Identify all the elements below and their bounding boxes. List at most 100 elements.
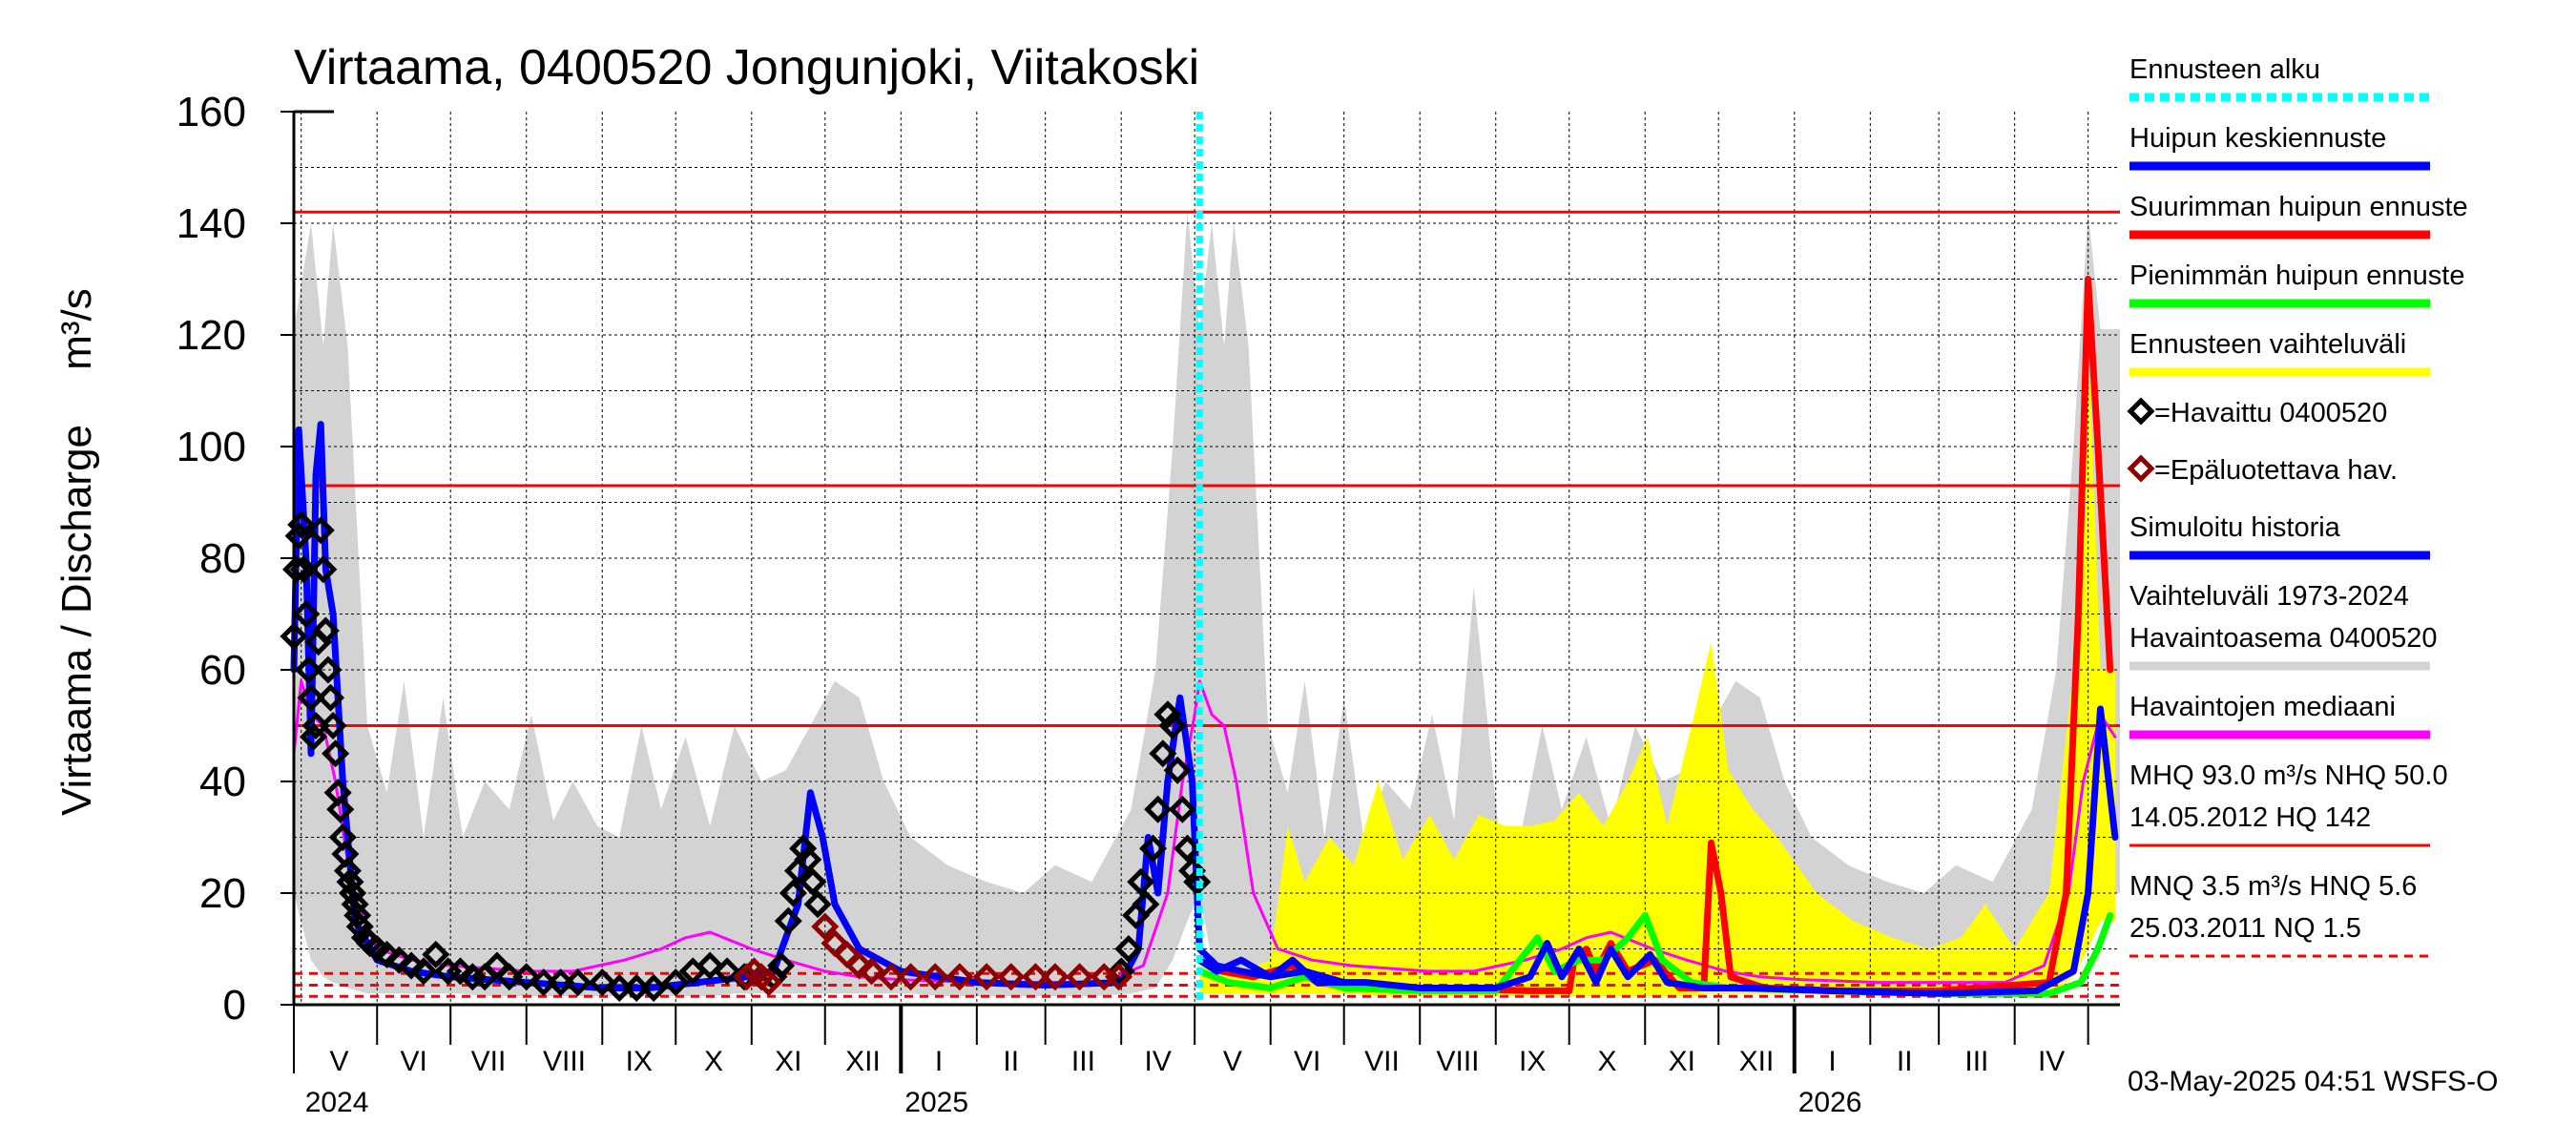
series-line-huipun-keskiennuste — [1195, 705, 2119, 997]
month-label: IX — [1519, 1046, 1546, 1077]
legend: Ennusteen alku Huipun keskiennuste Suurimm… — [2127, 54, 2468, 958]
observed-marker — [794, 845, 822, 874]
observed-marker — [696, 951, 724, 980]
y-tick-label: 0 — [223, 982, 246, 1029]
unreliable-marker — [857, 957, 886, 986]
observed-marker — [1158, 711, 1187, 740]
observed-marker — [294, 656, 322, 684]
month-label: VII — [471, 1046, 507, 1077]
month-label: XI — [1669, 1046, 1695, 1077]
observed-marker — [774, 906, 802, 935]
unreliable-marker — [897, 963, 925, 991]
forecast-band — [1199, 335, 2115, 997]
month-label: V — [1223, 1046, 1242, 1077]
observed-marker — [661, 968, 690, 997]
observed-marker — [1168, 795, 1196, 823]
observed-marker — [1114, 934, 1143, 964]
observed-marker — [319, 711, 347, 740]
unreliable-marker — [921, 963, 949, 991]
observed-marker — [803, 890, 832, 919]
observed-marker — [282, 555, 311, 584]
legend-label: Havaintoasema 0400520 — [2129, 623, 2437, 654]
legend-label: Vaihteluväli 1973-2024 — [2129, 581, 2409, 612]
observed-marker — [799, 867, 827, 896]
unreliable-marker — [877, 963, 905, 991]
legend-label: Pienimmän huipun ennuste — [2129, 260, 2464, 291]
y-tick-label: 80 — [199, 535, 246, 582]
x-axis: V VI VII VIII IX X XI XII I II III IV V VI VII VIII IX X X… — [293, 1005, 2089, 1118]
month-label: V — [329, 1046, 348, 1077]
year-label: 2024 — [305, 1087, 369, 1118]
variability-range — [294, 212, 2120, 997]
legend-label: Ennusteen alku — [2129, 54, 2320, 85]
observed-marker — [326, 795, 355, 823]
observed-marker — [316, 683, 345, 712]
observed-marker — [292, 599, 321, 629]
observed-marker — [339, 879, 367, 907]
series-line-simuloitu-historia — [290, 421, 1348, 991]
unreliable-marker — [845, 951, 874, 980]
legend-label: MHQ 93.0 m³/s NHQ 50.0 — [2129, 760, 2448, 791]
observed-marker — [289, 555, 318, 584]
month-label: III — [1071, 1046, 1095, 1077]
markers — [280, 510, 1212, 1002]
observed-marker — [639, 973, 668, 1002]
observed-marker — [297, 683, 325, 712]
observed-marker — [512, 963, 541, 991]
month-label: VI — [1294, 1046, 1320, 1077]
legend-label: MNQ 3.5 m³/s HNQ 5.6 — [2129, 871, 2417, 902]
reference-lines — [294, 210, 2120, 998]
observed-marker — [306, 516, 335, 545]
observed-marker — [309, 555, 338, 584]
unreliable-marker — [755, 968, 783, 997]
legend-label: Havaintojen mediaani — [2129, 692, 2396, 722]
month-label: IV — [2038, 1046, 2065, 1077]
legend-label: Ennusteen vaihteluväli — [2129, 329, 2406, 360]
observed-marker — [1173, 834, 1202, 863]
footer-timestamp: 03-May-2025 04:51 WSFS-O — [2128, 1066, 2499, 1097]
month-label: IX — [626, 1046, 653, 1077]
y-tick-label: 20 — [199, 870, 246, 917]
legend-label: Huipun keskiennuste — [2129, 123, 2386, 154]
y-tick-label: 100 — [177, 424, 246, 470]
month-label: IV — [1145, 1046, 1172, 1077]
observed-marker — [336, 867, 364, 896]
unreliable-marker — [1021, 963, 1049, 991]
observed-marker — [1153, 700, 1182, 729]
unreliable-marker — [997, 963, 1026, 991]
observed-marker — [343, 901, 372, 929]
observed-marker — [779, 879, 807, 907]
observed-marker — [422, 940, 450, 968]
month-label: II — [1897, 1046, 1913, 1077]
legend-label: =Epäluotettava hav. — [2154, 455, 2398, 486]
observed-marker — [341, 890, 369, 919]
observed-marker — [1183, 867, 1212, 896]
observed-marker — [345, 912, 374, 941]
month-label: VIII — [543, 1046, 586, 1077]
observed-marker — [713, 957, 741, 986]
observed-marker — [1149, 739, 1177, 768]
month-label: I — [935, 1046, 943, 1077]
unreliable-marker — [811, 912, 840, 941]
legend-label: Simuloitu historia — [2129, 512, 2341, 543]
observed-marker — [322, 739, 350, 768]
legend-label: =Havaittu 0400520 — [2154, 398, 2387, 428]
legend-marker — [2127, 397, 2155, 426]
unreliable-marker — [1066, 963, 1094, 991]
grid — [294, 112, 2120, 1005]
y-tick-label: 140 — [177, 200, 246, 247]
observed-marker — [1127, 867, 1155, 896]
month-label: II — [1003, 1046, 1019, 1077]
legend-label: Suurimman huipun ennuste — [2129, 192, 2468, 222]
month-label: XII — [845, 1046, 881, 1077]
month-label: VI — [401, 1046, 427, 1077]
observed-marker — [789, 834, 818, 863]
y-axis-label: Virtaama / Discharge — [53, 425, 100, 816]
observed-marker — [409, 957, 438, 986]
year-label: 2026 — [1798, 1087, 1862, 1118]
y-axis-unit: m³/s — [53, 288, 100, 370]
observed-marker — [384, 946, 413, 974]
month-label: X — [704, 1046, 723, 1077]
observed-marker — [1178, 857, 1207, 885]
observed-marker — [446, 957, 475, 986]
